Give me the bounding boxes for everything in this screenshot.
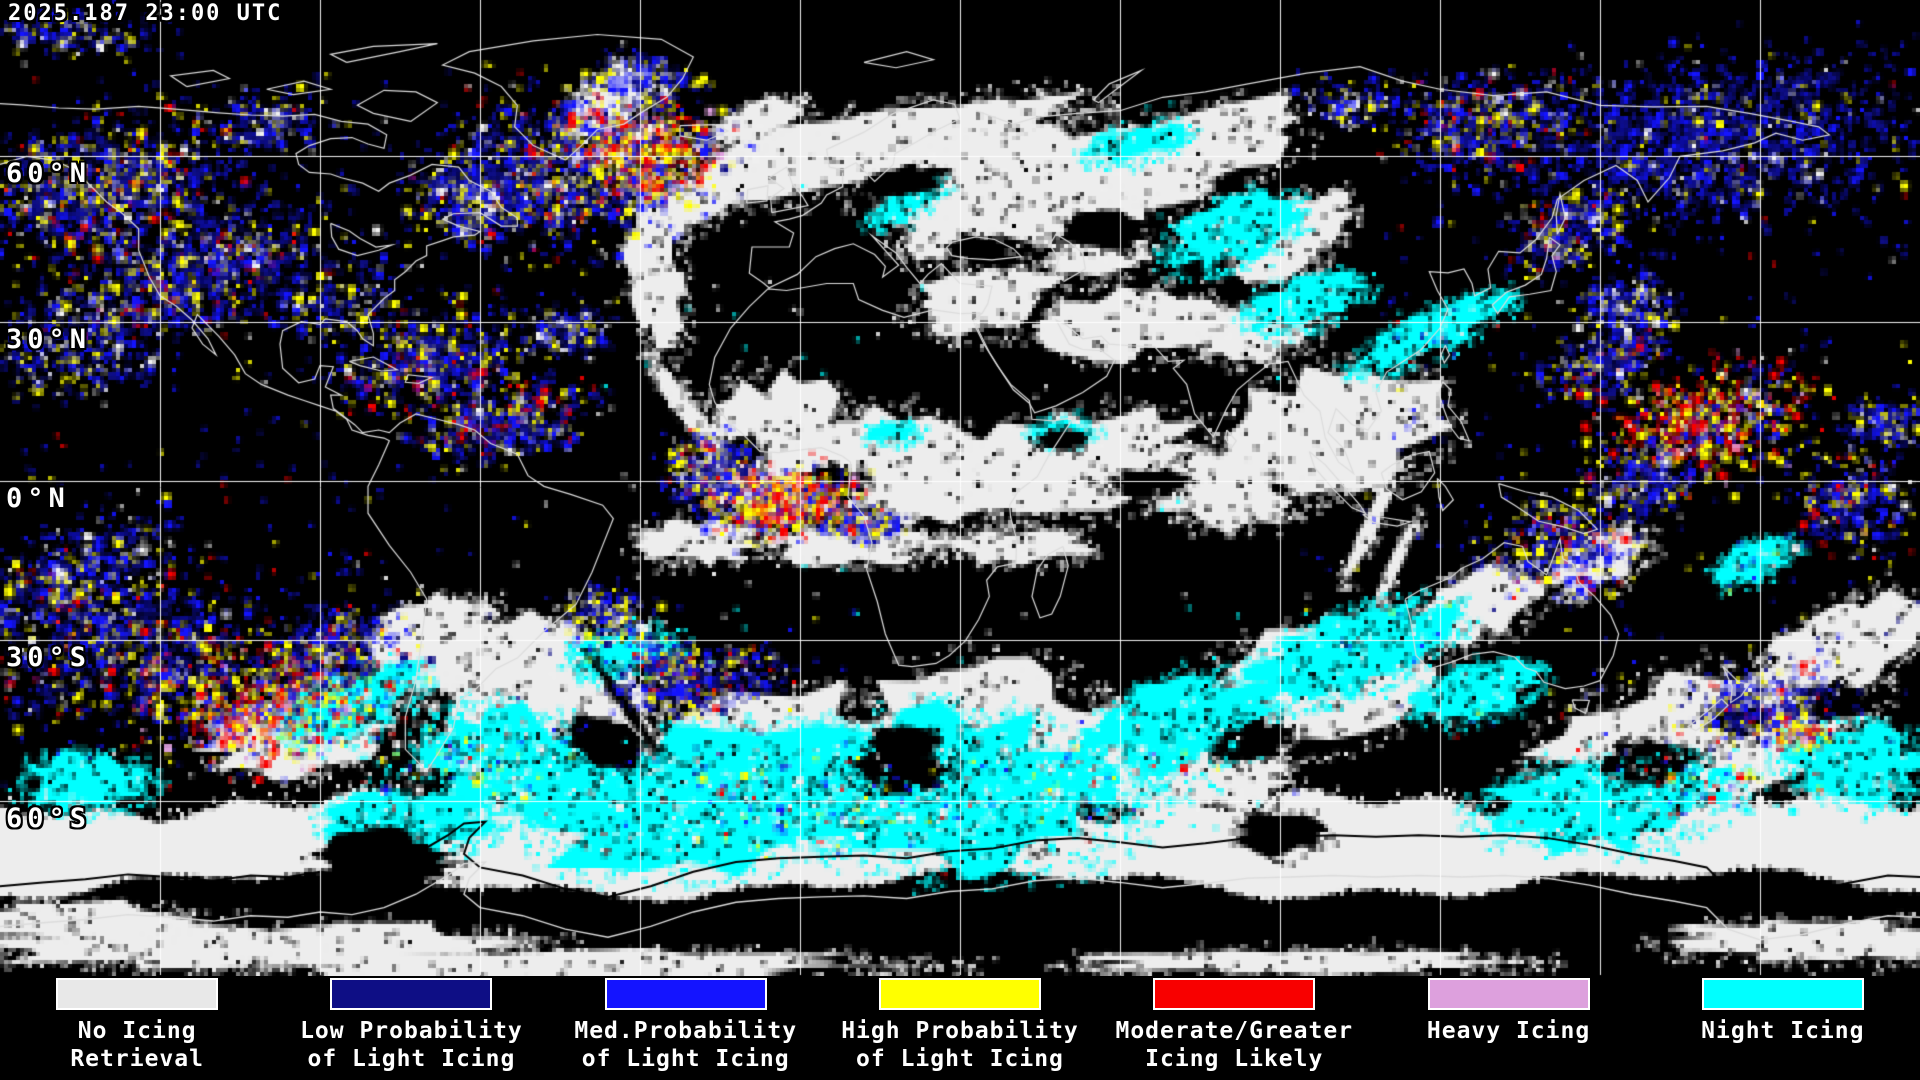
legend-label: Med.Probability of Light Icing [574, 1017, 797, 1073]
legend-label-line: Night Icing [1701, 1018, 1865, 1044]
legend-item-no-icing-retrieval: No Icing Retrieval [0, 976, 274, 1080]
legend-label: Heavy Icing [1427, 1017, 1590, 1045]
legend-swatch-no-icing-retrieval [56, 978, 219, 1010]
legend-label-line: of Light Icing [581, 1046, 790, 1072]
latitude-label: 60°S [6, 803, 92, 834]
legend-item-night-icing: Night Icing [1646, 976, 1920, 1080]
latitude-label: 30°S [6, 642, 92, 673]
legend-label-line: of Light Icing [307, 1046, 516, 1072]
legend-label: Moderate/Greater Icing Likely [1115, 1017, 1353, 1073]
legend-item-moderate-greater-icing: Moderate/Greater Icing Likely [1097, 976, 1371, 1080]
latitude-label: 60°N [6, 158, 92, 189]
legend-label-line: Icing Likely [1145, 1046, 1324, 1072]
legend-label-line: High Probability [841, 1018, 1079, 1044]
legend-item-low-prob-light-icing: Low Probability of Light Icing [274, 976, 548, 1080]
legend-swatch-moderate-greater-icing [1153, 978, 1316, 1010]
legend-label: Night Icing [1701, 1017, 1864, 1045]
legend-swatch-med-prob-light-icing [604, 978, 767, 1010]
legend-item-med-prob-light-icing: Med.Probability of Light Icing [549, 976, 823, 1080]
latitude-label: 30°N [6, 324, 92, 355]
legend-swatch-low-prob-light-icing [330, 978, 493, 1010]
legend-label-line: Low Probability [300, 1018, 523, 1044]
legend-swatch-high-prob-light-icing [878, 978, 1041, 1010]
legend-item-high-prob-light-icing: High Probability of Light Icing [823, 976, 1097, 1080]
timestamp-label: 2025.187 23:00 UTC [8, 1, 283, 26]
legend-swatch-heavy-icing [1427, 978, 1590, 1010]
legend-label-line: No Icing [77, 1018, 197, 1044]
world-map-canvas [0, 0, 1920, 976]
legend-label-line: Moderate/Greater [1115, 1018, 1354, 1044]
legend-label-line: of Light Icing [856, 1046, 1064, 1072]
legend-label-line: Med.Probability [574, 1018, 798, 1044]
legend-label-line: Heavy Icing [1426, 1018, 1591, 1044]
legend-item-heavy-icing: Heavy Icing [1371, 976, 1645, 1080]
legend-bar: No Icing Retrieval Low Probability of Light… [0, 976, 1920, 1080]
legend-label: Low Probability of Light Icing [300, 1017, 523, 1073]
legend-label: No Icing Retrieval [70, 1017, 204, 1073]
legend-label-line: Retrieval [70, 1046, 204, 1072]
legend-swatch-night-icing [1701, 978, 1864, 1010]
legend-label: High Probability of Light Icing [841, 1017, 1079, 1073]
latitude-label: 0°N [6, 483, 70, 514]
